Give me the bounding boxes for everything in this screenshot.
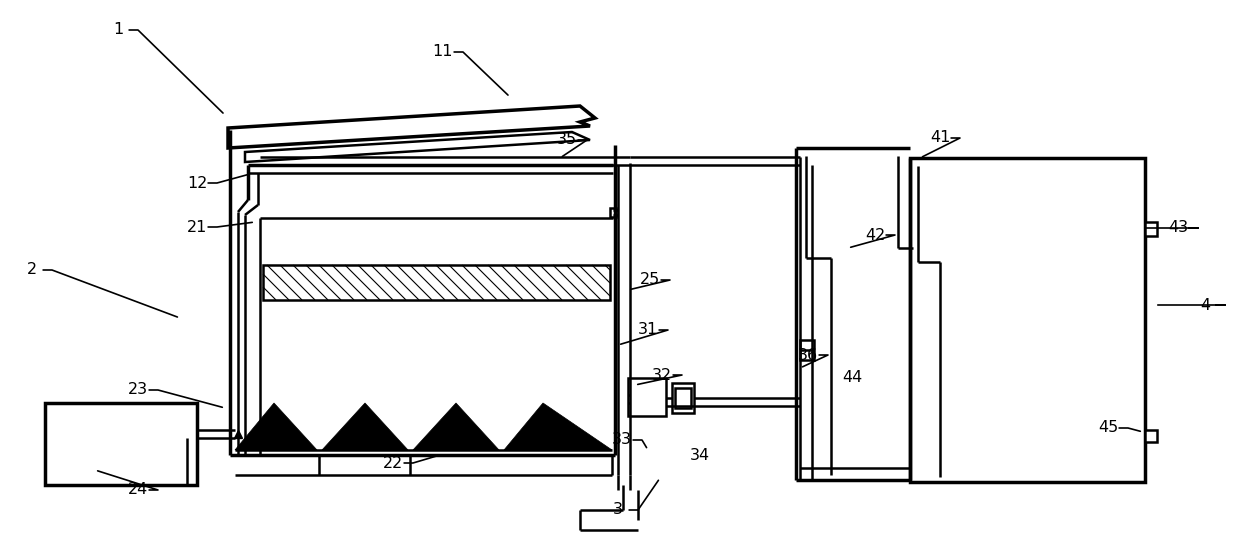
Text: 21: 21 [187,220,207,235]
Text: 12: 12 [187,176,207,190]
Text: 43: 43 [1168,220,1188,236]
Bar [263,265,610,300]
Text: 36: 36 [797,348,818,363]
Polygon shape [322,403,408,450]
Bar [675,388,691,408]
Bar [800,340,813,360]
Polygon shape [413,403,498,450]
Text: 44: 44 [842,370,862,385]
Text: 22: 22 [383,455,403,470]
Text: 24: 24 [128,482,148,497]
Text: 3: 3 [613,502,622,518]
Bar [672,383,694,413]
Text: 11: 11 [433,45,454,60]
Text: 25: 25 [640,273,660,288]
Text: 42: 42 [864,227,885,242]
Text: 35: 35 [557,132,577,147]
Text: 34: 34 [689,448,711,463]
Bar [45,403,197,485]
Text: 31: 31 [637,322,658,337]
Bar [910,158,1145,482]
Polygon shape [246,132,590,162]
Text: 32: 32 [652,368,672,383]
Bar [1145,430,1157,442]
Text: 45: 45 [1097,421,1118,436]
Bar [610,208,616,217]
Bar [1145,222,1157,236]
Text: 4: 4 [1200,298,1210,312]
Polygon shape [228,106,595,148]
Bar [627,378,666,416]
Text: 33: 33 [613,433,632,448]
Polygon shape [503,403,613,450]
Text: 41: 41 [930,130,950,146]
Polygon shape [236,403,317,450]
Text: 23: 23 [128,383,148,397]
Text: 1: 1 [113,23,123,38]
Text: 2: 2 [27,263,37,278]
